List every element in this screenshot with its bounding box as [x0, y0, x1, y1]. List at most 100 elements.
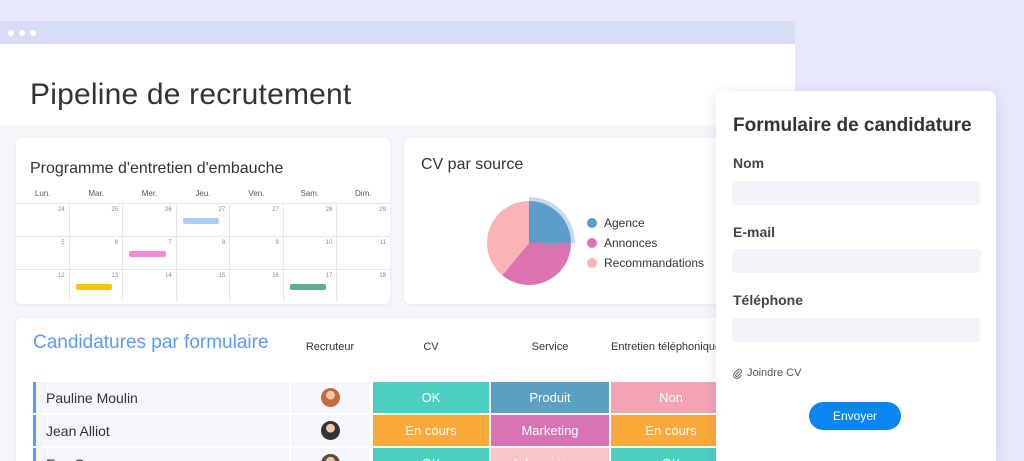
form-title: Formulaire de candidature	[733, 115, 972, 136]
day-number: 15	[218, 273, 226, 279]
day-number: 17	[325, 273, 333, 279]
calendar-event[interactable]	[75, 284, 113, 290]
window-dot	[8, 29, 14, 36]
column-header-entretien[interactable]: Entretien téléphonique	[611, 341, 722, 353]
legend-label: Recommandations	[604, 256, 705, 270]
day-number: 7	[168, 240, 172, 246]
calendar-day-cell[interactable]: 7	[122, 237, 176, 269]
column-header-cv[interactable]: CV	[423, 341, 439, 353]
column-header-recruteur[interactable]: Recruteur	[305, 341, 355, 353]
legend-item: Agence	[587, 213, 704, 233]
calendar-day-cell[interactable]: 10	[282, 237, 337, 269]
day-number: 6	[114, 240, 119, 246]
attach-cv-label: Joindre CV	[747, 367, 802, 379]
interview-status[interactable]: OK	[611, 448, 731, 461]
day-number: 11	[379, 240, 387, 246]
recruiter-cell[interactable]	[291, 448, 369, 461]
calendar-day-cell[interactable]: 14	[122, 270, 176, 302]
service-status[interactable]: Produit	[491, 382, 609, 413]
legend-item: Recommandations	[587, 253, 704, 273]
calendar-day-cell[interactable]: 27	[229, 204, 283, 236]
window-dot	[30, 29, 36, 36]
attach-cv-link[interactable]: Joindre CV	[733, 367, 801, 379]
legend-label: Agence	[604, 216, 645, 230]
service-status[interactable]: Marketing	[491, 415, 609, 446]
phone-field[interactable]	[732, 318, 981, 342]
calendar-day-cell[interactable]: 5	[16, 237, 69, 269]
day-number: 12	[57, 273, 65, 279]
cv-status[interactable]: OK	[373, 382, 489, 413]
calendar-day-cell[interactable]: 8	[175, 237, 230, 269]
name-label: Nom	[733, 155, 765, 171]
calendar-day-cell[interactable]: 11	[336, 237, 390, 269]
calendar-day-cell[interactable]: 13	[68, 270, 123, 302]
interview-status[interactable]: En cours	[611, 415, 731, 446]
weekday-label: Sam.	[300, 189, 320, 198]
pie-slice-agence[interactable]	[529, 201, 571, 243]
day-number: 18	[379, 273, 387, 279]
calendar-day-cell[interactable]: 26	[122, 204, 176, 236]
cv-source-chart-widget: CV par source Agence Annonces Recommanda…	[404, 138, 734, 304]
calendar-day-cell[interactable]: 27	[175, 204, 230, 236]
calendar-day-cell[interactable]: 6	[68, 237, 123, 269]
window-dot	[19, 29, 25, 36]
calendar-title: Programme d'entretien d'embauche	[30, 160, 284, 177]
email-field[interactable]	[732, 249, 981, 273]
calendar-day-cell[interactable]: 9	[229, 237, 283, 269]
submit-button[interactable]: Envoyer	[809, 402, 901, 430]
weekday-label: Lun.	[34, 189, 51, 198]
day-number: 10	[325, 240, 333, 246]
legend-label: Annonces	[604, 236, 658, 250]
service-status[interactable]: Informatique	[491, 448, 609, 461]
table-row[interactable]: Eva Granger OK Informatique OK	[33, 448, 795, 461]
day-number: 5	[61, 240, 65, 246]
legend-swatch	[587, 258, 597, 268]
board-window: Pipeline de recrutement Programme d'entr…	[0, 21, 795, 461]
paperclip-icon	[733, 368, 742, 379]
calendar-day-cell[interactable]: 18	[336, 270, 390, 302]
weekday-label: Jeu.	[195, 189, 211, 198]
window-title-bar	[0, 21, 795, 44]
cv-status[interactable]: En cours	[373, 415, 489, 446]
candidate-name[interactable]: Pauline Moulin	[33, 382, 289, 413]
calendar-day-cell[interactable]: 17	[282, 270, 337, 302]
calendar-day-cell[interactable]: 29	[336, 204, 390, 236]
weekday-label: Mar.	[88, 189, 104, 198]
pie-slice-annonces[interactable]	[502, 243, 571, 285]
cv-status[interactable]: OK	[373, 448, 489, 461]
calendar-day-cell[interactable]: 28	[282, 204, 337, 236]
day-number: 25	[111, 207, 119, 213]
phone-label: Téléphone	[733, 292, 804, 308]
calendar-event[interactable]	[129, 251, 166, 257]
day-number: 26	[165, 207, 172, 213]
table-title: Candidatures par formulaire	[33, 332, 269, 353]
day-number: 27	[218, 207, 226, 213]
calendar-day-cell[interactable]: 24	[16, 204, 69, 236]
legend-swatch	[587, 218, 597, 228]
table-row[interactable]: Jean Alliot En cours Marketing En cours	[33, 415, 795, 446]
calendar-grid: Lun. Mar. Mer. Jeu. Ven. Sam. Dim. 24 25…	[16, 189, 390, 302]
avatar	[320, 388, 340, 407]
column-header-service[interactable]: Service	[531, 341, 569, 353]
calendar-event[interactable]	[289, 284, 327, 290]
recruiter-cell[interactable]	[291, 382, 369, 413]
weekday-label: Dim.	[355, 189, 372, 198]
calendar-day-cell[interactable]: 12	[16, 270, 69, 302]
candidate-name[interactable]: Jean Alliot	[33, 415, 289, 446]
avatar	[320, 454, 340, 461]
recruiter-cell[interactable]	[291, 415, 369, 446]
name-field[interactable]	[732, 181, 981, 205]
calendar-day-cell[interactable]: 25	[68, 204, 123, 236]
day-number: 29	[379, 207, 387, 213]
calendar-day-cell[interactable]: 16	[229, 270, 283, 302]
day-number: 27	[272, 207, 279, 213]
pie-slice-recommandations[interactable]	[487, 201, 529, 276]
calendar-event[interactable]	[182, 218, 220, 224]
interview-status[interactable]: Non	[611, 382, 731, 413]
calendar-day-cell[interactable]: 15	[175, 270, 230, 302]
pie-chart	[487, 197, 575, 285]
table-row[interactable]: Pauline Moulin OK Produit Non	[33, 382, 795, 413]
candidate-name[interactable]: Eva Granger	[33, 448, 289, 461]
day-number: 16	[272, 273, 279, 279]
day-number: 14	[165, 273, 172, 279]
